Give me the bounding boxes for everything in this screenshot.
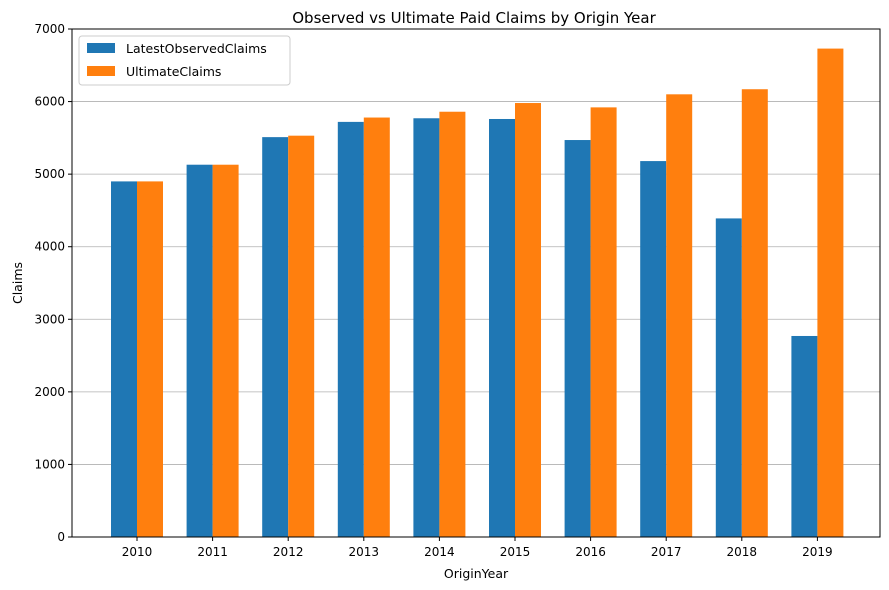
x-tick-label: 2012: [273, 545, 304, 559]
bar-latestobservedclaims-2013: [337, 121, 364, 538]
legend: LatestObservedClaims UltimateClaims: [78, 35, 291, 86]
x-axis-label: OriginYear: [444, 566, 509, 581]
y-tick-label: 2000: [34, 385, 65, 399]
bar-latestobservedclaims-2012: [262, 137, 289, 538]
legend-swatch-latest-observed: [87, 43, 115, 53]
x-axis: 2010 2011 2012 2013 2014 2015 2016 2017 2018 2019: [122, 537, 833, 559]
y-tick-label: 4000: [34, 240, 65, 254]
x-tick-label: 2014: [424, 545, 455, 559]
bar-latestobservedclaims-2011: [186, 164, 213, 538]
bar-ultimateclaims-2016: [590, 107, 617, 538]
bar-ultimateclaims-2019: [817, 48, 844, 537]
x-tick-label: 2017: [651, 545, 682, 559]
x-tick-label: 2015: [500, 545, 531, 559]
bar-latestobservedclaims-2018: [715, 218, 742, 537]
y-axis-label: Claims: [10, 262, 25, 304]
y-tick-label: 6000: [34, 95, 65, 109]
y-axis: 0 1000 2000 3000 4000 5000 6000 7000: [34, 22, 72, 544]
bar-latestobservedclaims-2017: [640, 161, 667, 537]
legend-swatch-ultimate: [87, 66, 115, 76]
x-tick-label: 2010: [122, 545, 153, 559]
bar-ultimateclaims-2013: [363, 117, 390, 537]
chart-title: Observed vs Ultimate Paid Claims by Orig…: [292, 9, 656, 27]
bar-ultimateclaims-2010: [137, 181, 163, 537]
x-tick-label: 2018: [727, 545, 758, 559]
bar-ultimateclaims-2014: [439, 111, 466, 537]
y-tick-label: 0: [57, 530, 65, 544]
bar-ultimateclaims-2015: [515, 103, 541, 537]
x-tick-label: 2016: [575, 545, 606, 559]
plot-frame: [71, 28, 881, 538]
bar-ultimateclaims-2012: [288, 135, 315, 537]
bar-ultimateclaims-2017: [666, 94, 693, 538]
y-tick-label: 5000: [34, 167, 65, 181]
bar-ultimateclaims-2011: [212, 164, 239, 538]
legend-box: [78, 35, 291, 86]
legend-label-ultimate: UltimateClaims: [126, 64, 221, 79]
bar-latestobservedclaims-2010: [111, 181, 137, 537]
bar-latestobservedclaims-2016: [564, 140, 591, 537]
legend-label-latest-observed: LatestObservedClaims: [126, 41, 267, 56]
bar-latestobservedclaims-2014: [413, 118, 440, 538]
bar-ultimateclaims-2018: [741, 89, 768, 537]
y-tick-label: 1000: [34, 457, 65, 471]
x-tick-label: 2013: [349, 545, 380, 559]
bar-latestobservedclaims-2015: [489, 118, 515, 537]
bars: [111, 48, 844, 538]
bar-latestobservedclaims-2019: [791, 335, 818, 537]
y-tick-label: 3000: [34, 312, 65, 326]
y-tick-label: 7000: [34, 22, 65, 36]
x-tick-label: 2019: [802, 545, 833, 559]
x-tick-label: 2011: [197, 545, 228, 559]
